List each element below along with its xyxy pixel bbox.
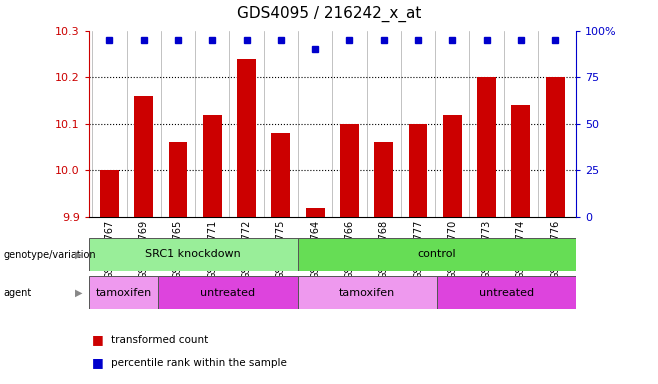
Text: GDS4095 / 216242_x_at: GDS4095 / 216242_x_at <box>237 6 421 22</box>
Text: agent: agent <box>3 288 32 298</box>
Bar <box>340 124 359 217</box>
Bar <box>159 276 297 309</box>
Bar <box>297 238 576 271</box>
Bar <box>545 77 565 217</box>
Text: transformed count: transformed count <box>111 335 208 345</box>
Text: tamoxifen: tamoxifen <box>95 288 152 298</box>
Bar <box>297 276 437 309</box>
Text: ▶: ▶ <box>75 250 82 260</box>
Text: genotype/variation: genotype/variation <box>3 250 96 260</box>
Text: tamoxifen: tamoxifen <box>339 288 395 298</box>
Bar <box>134 96 153 217</box>
Text: untreated: untreated <box>201 288 255 298</box>
Text: control: control <box>417 249 456 260</box>
Text: SRC1 knockdown: SRC1 knockdown <box>145 249 241 260</box>
Text: untreated: untreated <box>478 288 534 298</box>
Bar <box>89 276 159 309</box>
Bar <box>168 142 188 217</box>
Bar <box>100 170 119 217</box>
Text: ■: ■ <box>92 356 104 369</box>
Bar <box>271 133 290 217</box>
Bar <box>306 208 324 217</box>
Bar <box>409 124 428 217</box>
Bar <box>203 114 222 217</box>
Bar <box>511 105 530 217</box>
Bar <box>237 59 256 217</box>
Bar <box>89 238 297 271</box>
Bar <box>374 142 393 217</box>
Bar <box>443 114 462 217</box>
Text: percentile rank within the sample: percentile rank within the sample <box>111 358 286 368</box>
Bar <box>477 77 496 217</box>
Text: ▶: ▶ <box>75 288 82 298</box>
Text: ■: ■ <box>92 333 104 346</box>
Bar <box>437 276 576 309</box>
